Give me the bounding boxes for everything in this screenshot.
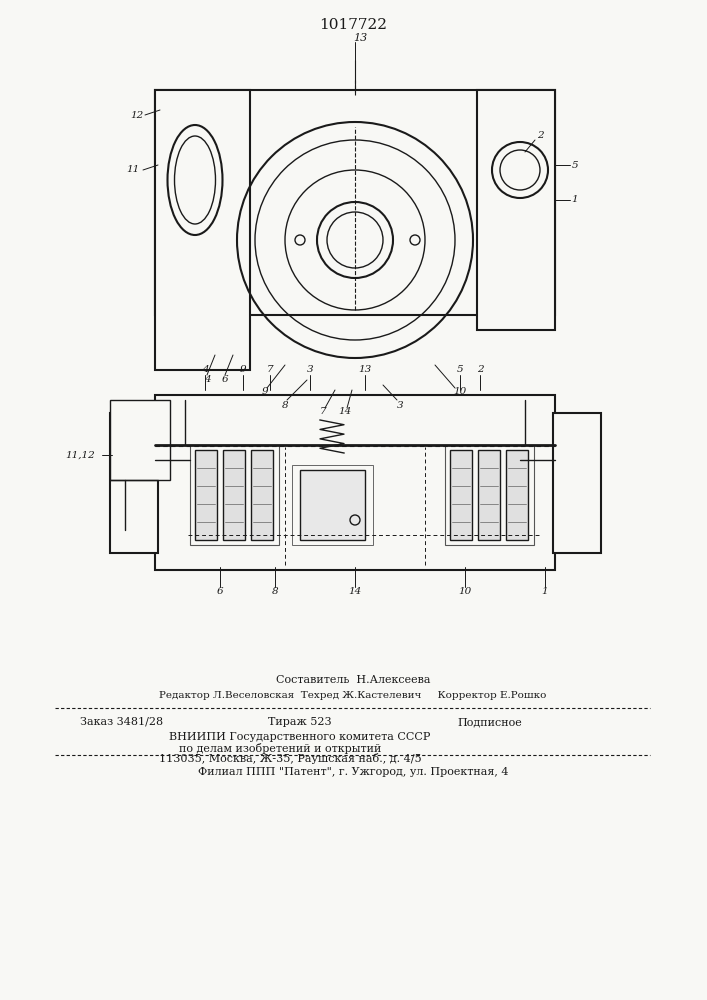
Text: 11,12: 11,12	[65, 450, 95, 460]
Text: 6: 6	[222, 375, 228, 384]
Bar	[155, 395, 555, 570]
Bar	[445, 445, 534, 545]
Bar	[223, 450, 245, 540]
Text: 5: 5	[457, 365, 463, 374]
Text: 7: 7	[267, 365, 274, 374]
Bar	[195, 450, 217, 540]
Bar	[251, 450, 273, 540]
Text: Филиал ППП "Патент", г. Ужгород, ул. Проектная, 4: Филиал ППП "Патент", г. Ужгород, ул. Про…	[198, 767, 508, 777]
Bar	[506, 450, 528, 540]
Text: 2: 2	[477, 365, 484, 374]
Text: 13: 13	[353, 33, 367, 43]
Text: 5: 5	[572, 160, 578, 169]
Text: 10: 10	[458, 587, 472, 596]
Text: Редактор Л.Веселовская  Техред Ж.Кастелевич     Корректор Е.Рошко: Редактор Л.Веселовская Техред Ж.Кастелев…	[159, 690, 547, 700]
Text: 113035, Москва, Ж-35, Раушская наб., д. 4/5: 113035, Москва, Ж-35, Раушская наб., д. …	[158, 754, 421, 764]
Bar	[292, 465, 373, 545]
Text: 1: 1	[542, 587, 549, 596]
Bar	[478, 450, 500, 540]
Text: 2: 2	[537, 130, 543, 139]
Bar	[190, 445, 279, 545]
Text: 6: 6	[216, 587, 223, 596]
Bar	[155, 90, 250, 370]
Text: 14: 14	[339, 408, 351, 416]
Text: Тираж 523: Тираж 523	[268, 717, 332, 727]
Bar	[155, 90, 555, 315]
Text: 1017722: 1017722	[319, 18, 387, 32]
Text: Подписное: Подписное	[457, 717, 522, 727]
Text: 11: 11	[127, 165, 139, 174]
Text: по делам изобретений и открытий: по делам изобретений и открытий	[179, 742, 381, 754]
Text: 3: 3	[307, 365, 313, 374]
Bar	[300, 470, 365, 540]
Text: 4: 4	[204, 375, 210, 384]
Text: 13: 13	[358, 365, 372, 374]
Bar	[110, 400, 170, 480]
Text: 12: 12	[130, 110, 144, 119]
Bar	[477, 90, 555, 330]
Text: ВНИИПИ Государственного комитета СССР: ВНИИПИ Государственного комитета СССР	[169, 732, 431, 742]
Bar	[450, 450, 472, 540]
Text: 10: 10	[453, 387, 467, 396]
Text: Составитель  Н.Алексеева: Составитель Н.Алексеева	[276, 675, 431, 685]
Bar	[110, 413, 158, 553]
Text: 7: 7	[320, 408, 327, 416]
Text: 14: 14	[349, 587, 361, 596]
Text: 9: 9	[240, 365, 246, 374]
Text: 3: 3	[397, 400, 403, 410]
Text: 8: 8	[271, 587, 279, 596]
Text: Заказ 3481/28: Заказ 3481/28	[80, 717, 163, 727]
Text: 4: 4	[201, 365, 209, 374]
Text: 8: 8	[281, 400, 288, 410]
Text: 1: 1	[572, 196, 578, 205]
Text: 9: 9	[262, 387, 269, 396]
Bar	[553, 413, 601, 553]
